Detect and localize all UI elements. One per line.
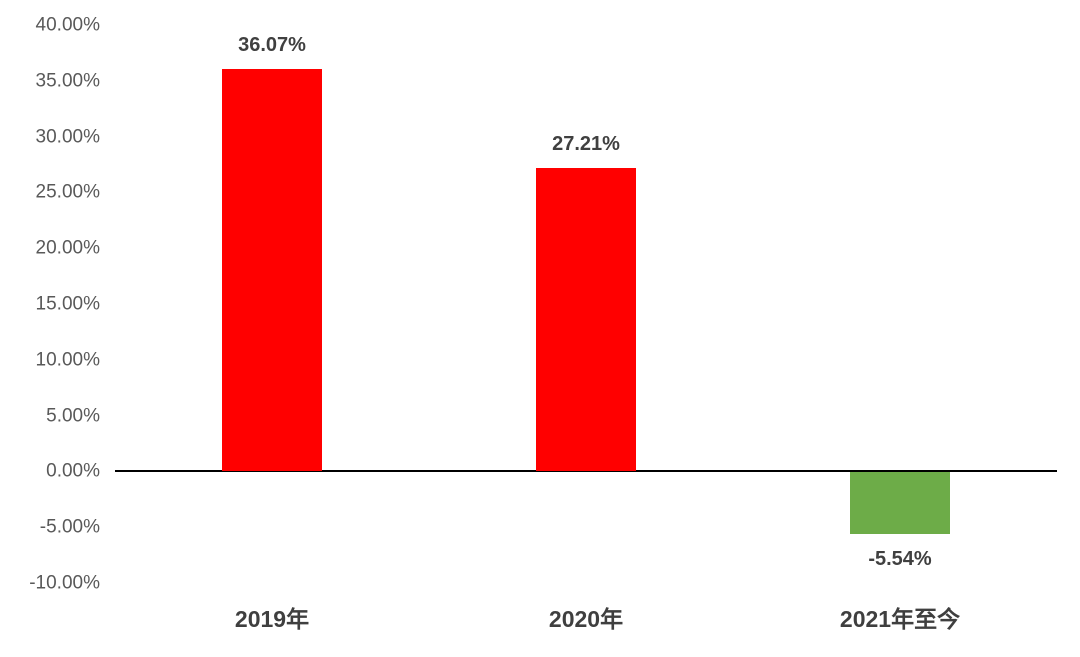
data-label-2019年: 36.07%	[238, 33, 306, 56]
y-axis-tick-label: 10.00%	[35, 349, 100, 371]
data-label-2020年: 27.21%	[552, 132, 620, 155]
y-axis-tick-label: 40.00%	[35, 14, 100, 36]
y-axis-tick-label: 5.00%	[46, 405, 100, 427]
y-axis-tick-label: 25.00%	[35, 181, 100, 203]
category-label-2020年: 2020年	[548, 606, 624, 632]
category-label-2019年: 2019年	[234, 606, 310, 632]
data-label-2021年至今: -5.54%	[868, 548, 932, 571]
category-label-2021年至今: 2021年至今	[839, 606, 961, 632]
y-axis-tick-label: 0.00%	[46, 460, 100, 482]
x-axis-line	[115, 470, 1057, 473]
y-axis-tick-label: 20.00%	[35, 237, 100, 259]
bar-2019年	[222, 68, 322, 472]
y-axis-tick-label: 30.00%	[35, 126, 100, 148]
bar-2021年至今	[850, 472, 950, 535]
y-axis-tick-label: -10.00%	[29, 572, 100, 594]
y-axis-tick-label: 15.00%	[35, 293, 100, 315]
y-axis-tick-label: -5.00%	[39, 516, 100, 538]
y-axis-tick-label: 35.00%	[35, 70, 100, 92]
bar-2020年	[536, 167, 636, 472]
